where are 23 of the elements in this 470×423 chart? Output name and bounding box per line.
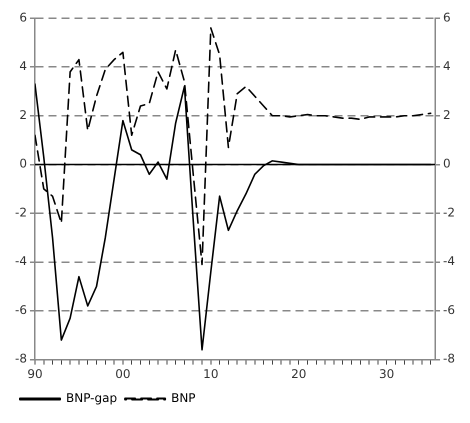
y-tick-label: 0 — [19, 156, 27, 171]
y2-tick-label: -2 — [443, 205, 456, 220]
legend-label: BNP-gap — [66, 391, 118, 406]
x-tick-label: 30 — [379, 366, 394, 381]
y2-tick-label: -8 — [443, 352, 456, 366]
x-tick-label: 20 — [291, 366, 306, 381]
y-tick-label: -6 — [14, 302, 27, 317]
x-tick-label: 10 — [203, 366, 218, 381]
legend-label: BNP — [171, 391, 196, 406]
y2-tick-label: -6 — [443, 302, 456, 317]
y-tick-label: -2 — [14, 205, 27, 220]
y-tick-label: 2 — [19, 108, 27, 122]
y2-tick-label: 2 — [443, 108, 451, 122]
y2-tick-label: 6 — [443, 10, 451, 24]
y-tick-label: 6 — [19, 10, 27, 24]
y2-tick-label: 4 — [443, 59, 451, 74]
y-tick-label: -4 — [14, 254, 27, 268]
x-tick-label: 00 — [115, 366, 131, 381]
y-tick-label: 4 — [19, 59, 27, 74]
y2-tick-label: 0 — [443, 156, 451, 171]
y-tick-label: -8 — [14, 352, 27, 366]
x-tick-label: 90 — [27, 366, 43, 381]
y2-tick-label: -4 — [443, 254, 456, 268]
